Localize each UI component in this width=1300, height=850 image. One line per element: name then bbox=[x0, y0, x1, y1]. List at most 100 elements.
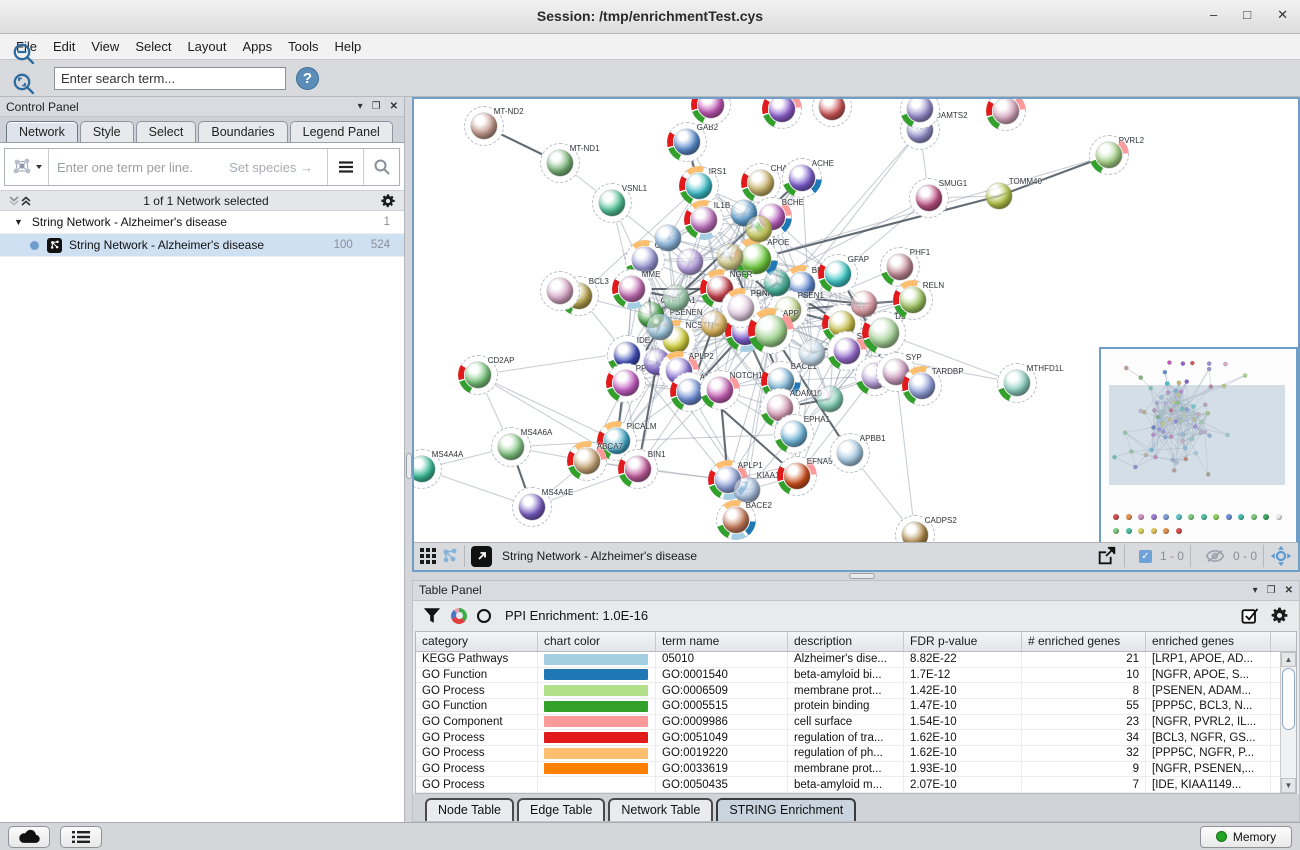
help-icon[interactable]: ? bbox=[296, 66, 319, 90]
node-label: PSEN1 bbox=[797, 291, 824, 300]
scrollbar-thumb[interactable] bbox=[1282, 667, 1295, 730]
tab-network[interactable]: Network bbox=[6, 121, 78, 142]
memory-button[interactable]: Memory bbox=[1200, 825, 1292, 848]
network-canvas[interactable]: MT-ND2 MT-ND1 VSNL1 GAB2 IRS1 IL1B CHAT ACHE BCH… bbox=[414, 99, 1298, 542]
birds-eye-viewport[interactable] bbox=[1109, 385, 1285, 485]
window-close-button[interactable]: ✕ bbox=[1277, 7, 1288, 22]
birds-eye-view[interactable] bbox=[1099, 347, 1298, 542]
scroll-up-icon[interactable]: ▲ bbox=[1281, 651, 1296, 667]
table-gear-icon[interactable] bbox=[1270, 606, 1289, 625]
menu-tools[interactable]: Tools bbox=[288, 39, 319, 54]
cell-description: Alzheimer's dise... bbox=[788, 651, 904, 667]
collapse-triangle-icon[interactable]: ▼ bbox=[14, 217, 23, 227]
ring-chart-icon[interactable] bbox=[477, 608, 491, 623]
cell--enriched-genes: 8 bbox=[1022, 683, 1146, 698]
tab-style[interactable]: Style bbox=[79, 121, 134, 142]
search-input[interactable] bbox=[54, 66, 286, 90]
horizontal-splitter[interactable] bbox=[412, 571, 1300, 580]
select-columns-icon[interactable] bbox=[1240, 606, 1260, 626]
network-row[interactable]: String Network - Alzheimer's disease 100… bbox=[0, 234, 404, 257]
table-row[interactable]: GO Component GO:0009986 cell surface 1.54E-… bbox=[416, 714, 1296, 731]
string-search-icon[interactable] bbox=[363, 149, 399, 185]
collection-row[interactable]: ▼ String Network - Alzheimer's disease 1 bbox=[0, 211, 404, 234]
navigator-icon[interactable] bbox=[1270, 545, 1292, 567]
panel-menu-icon[interactable]: ▾ bbox=[1252, 584, 1258, 596]
tab-boundaries[interactable]: Boundaries bbox=[198, 121, 288, 142]
column-header--enriched-genes[interactable]: # enriched genes bbox=[1022, 631, 1146, 651]
window-minimize-button[interactable]: – bbox=[1210, 7, 1218, 22]
network-panel-gear-icon[interactable] bbox=[380, 193, 396, 209]
table-row[interactable]: GO Process GO:0033619 membrane prot... 1.93… bbox=[416, 761, 1296, 778]
network-share-icon[interactable] bbox=[442, 548, 458, 564]
tab-select[interactable]: Select bbox=[135, 121, 197, 142]
tab-legend-panel[interactable]: Legend Panel bbox=[289, 121, 393, 142]
cell-enriched-genes: [PSENEN, ADAM... bbox=[1146, 683, 1271, 698]
open-in-window-icon[interactable] bbox=[471, 545, 492, 567]
panel-close-icon[interactable]: ✕ bbox=[389, 101, 398, 112]
isolated-node-dot bbox=[1125, 528, 1132, 534]
edge-count: 524 bbox=[370, 239, 390, 251]
cloud-button[interactable] bbox=[8, 825, 50, 848]
column-header-term-name[interactable]: term name bbox=[656, 631, 788, 651]
panel-menu-icon[interactable]: ▾ bbox=[357, 101, 363, 112]
table-row[interactable]: GO Process GO:0051049 regulation of tra...… bbox=[416, 730, 1296, 746]
isolated-node-dot bbox=[1175, 514, 1182, 520]
task-list-button[interactable] bbox=[60, 825, 102, 848]
node-label: ADAM10 bbox=[789, 389, 822, 398]
filter-icon[interactable] bbox=[423, 607, 441, 624]
splitter-grip[interactable] bbox=[849, 572, 875, 579]
menu-view[interactable]: View bbox=[91, 39, 120, 54]
column-header-enriched-genes[interactable]: enriched genes bbox=[1146, 631, 1271, 651]
column-header-fdr-p-value[interactable]: FDR p-value bbox=[904, 631, 1022, 651]
node-label: PRNP bbox=[750, 289, 773, 298]
table-row[interactable]: GO Process GO:0006509 membrane prot... 1.42… bbox=[416, 683, 1296, 699]
zoom-fit-button[interactable] bbox=[8, 69, 40, 99]
menu-apps[interactable]: Apps bbox=[242, 39, 273, 54]
window-maximize-button[interactable]: □ bbox=[1243, 7, 1252, 22]
column-header-description[interactable]: description bbox=[788, 631, 904, 651]
isolated-node-dot bbox=[1225, 514, 1232, 520]
pie-chart-icon[interactable] bbox=[451, 607, 467, 624]
panel-close-icon[interactable]: ✕ bbox=[1284, 584, 1293, 596]
tab-node-table[interactable]: Node Table bbox=[425, 798, 515, 821]
menu-select[interactable]: Select bbox=[135, 39, 172, 54]
menu-edit[interactable]: Edit bbox=[52, 39, 76, 54]
vertical-splitter[interactable] bbox=[405, 97, 412, 822]
hidden-eye-icon[interactable] bbox=[1205, 549, 1225, 563]
ppi-enrichment-value: PPI Enrichment: 1.0E-16 bbox=[505, 608, 649, 624]
menu-help[interactable]: Help bbox=[334, 39, 362, 54]
scroll-down-icon[interactable]: ▼ bbox=[1281, 778, 1296, 793]
table-row[interactable]: GO Process GO:0019220 regulation of ph... 1… bbox=[416, 745, 1296, 762]
network-view-title: String Network - Alzheimer's disease bbox=[502, 549, 698, 564]
cell-description: membrane prot... bbox=[788, 761, 904, 777]
grid-view-icon[interactable] bbox=[420, 548, 436, 565]
chart-color-cell bbox=[538, 651, 656, 667]
tab-edge-table[interactable]: Edge Table bbox=[517, 798, 606, 821]
tab-string-enrichment[interactable]: STRING Enrichment bbox=[716, 798, 857, 821]
cell-fdr-p-value: 1.62E-10 bbox=[904, 745, 1022, 761]
string-query-input[interactable]: Enter one term per line. bbox=[57, 159, 193, 175]
table-row[interactable]: KEGG Pathways 05010 Alzheimer's dise... 8.8… bbox=[416, 651, 1296, 668]
column-header-chart-color[interactable]: chart color bbox=[538, 631, 656, 651]
panel-float-icon[interactable]: ❐ bbox=[371, 101, 381, 112]
table-scrollbar[interactable]: ▲ ▼ bbox=[1280, 651, 1296, 793]
zoom-out-button[interactable] bbox=[8, 39, 40, 69]
isolated-node-dot bbox=[1188, 514, 1194, 520]
column-header-category[interactable]: category bbox=[416, 631, 538, 651]
cell-category: GO Function bbox=[416, 698, 538, 714]
table-row[interactable]: GO Process GO:0050435 beta-amyloid m... 2.0… bbox=[416, 777, 1296, 793]
menu-layout[interactable]: Layout bbox=[187, 39, 227, 54]
selected-nodes-checkbox[interactable]: ✓ bbox=[1138, 549, 1152, 563]
table-row[interactable]: GO Function GO:0005515 protein binding 1.47… bbox=[416, 698, 1296, 715]
cell-term-name: GO:0006509 bbox=[656, 683, 788, 698]
node-label: SYP bbox=[905, 353, 922, 362]
table-row[interactable]: GO Function GO:0001540 beta-amyloid bi... 1… bbox=[416, 667, 1296, 684]
panel-float-icon[interactable]: ❐ bbox=[1266, 584, 1276, 596]
string-options-icon[interactable] bbox=[327, 149, 363, 185]
string-logo-icon[interactable] bbox=[5, 149, 49, 185]
collapse-expand-icon[interactable] bbox=[8, 195, 32, 207]
tab-network-table[interactable]: Network Table bbox=[608, 798, 714, 821]
splitter-grip[interactable] bbox=[405, 453, 412, 479]
node-label: APBB1 bbox=[859, 434, 886, 443]
export-network-icon[interactable] bbox=[1096, 545, 1118, 567]
